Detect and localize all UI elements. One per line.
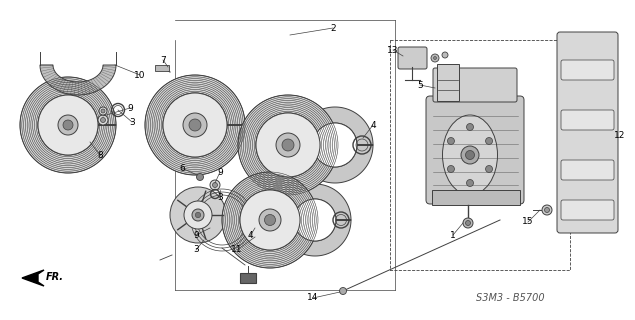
Text: S3M3 - B5700: S3M3 - B5700 xyxy=(476,293,544,303)
FancyBboxPatch shape xyxy=(432,190,520,205)
Circle shape xyxy=(58,115,78,135)
Circle shape xyxy=(183,113,207,137)
Circle shape xyxy=(486,165,493,172)
Text: 1: 1 xyxy=(450,230,456,239)
Circle shape xyxy=(294,199,336,241)
Circle shape xyxy=(467,180,474,187)
Polygon shape xyxy=(40,65,116,95)
Circle shape xyxy=(38,95,98,155)
Circle shape xyxy=(192,209,204,221)
Circle shape xyxy=(213,182,218,188)
Polygon shape xyxy=(279,184,351,256)
Text: 2: 2 xyxy=(330,23,336,33)
Text: 4: 4 xyxy=(370,121,376,130)
Circle shape xyxy=(461,146,479,164)
Circle shape xyxy=(434,57,436,60)
FancyBboxPatch shape xyxy=(155,65,169,71)
Polygon shape xyxy=(222,172,318,268)
Circle shape xyxy=(431,54,439,62)
Text: 10: 10 xyxy=(134,70,146,79)
FancyBboxPatch shape xyxy=(437,64,459,101)
Circle shape xyxy=(163,93,227,157)
Circle shape xyxy=(276,133,300,157)
Circle shape xyxy=(282,139,294,151)
FancyBboxPatch shape xyxy=(433,68,517,102)
Circle shape xyxy=(463,218,473,228)
FancyBboxPatch shape xyxy=(240,273,256,283)
Circle shape xyxy=(313,123,357,167)
Circle shape xyxy=(240,190,300,250)
Text: 3: 3 xyxy=(193,245,199,254)
Circle shape xyxy=(465,220,471,226)
Circle shape xyxy=(442,52,448,58)
Polygon shape xyxy=(297,107,373,183)
Circle shape xyxy=(196,173,203,180)
Circle shape xyxy=(544,207,549,212)
Text: 9: 9 xyxy=(127,103,133,113)
Circle shape xyxy=(467,124,474,131)
FancyBboxPatch shape xyxy=(426,96,524,204)
Text: 7: 7 xyxy=(160,55,166,65)
Text: 3: 3 xyxy=(217,194,223,203)
Text: 6: 6 xyxy=(179,164,185,172)
Polygon shape xyxy=(145,75,245,175)
Text: 14: 14 xyxy=(307,293,319,302)
Circle shape xyxy=(98,115,108,125)
Circle shape xyxy=(265,214,276,226)
Circle shape xyxy=(256,113,320,177)
Text: 9: 9 xyxy=(217,167,223,177)
Polygon shape xyxy=(22,270,44,286)
Circle shape xyxy=(170,187,226,243)
Circle shape xyxy=(340,287,347,294)
Text: 8: 8 xyxy=(97,150,103,159)
Circle shape xyxy=(542,205,552,215)
Circle shape xyxy=(184,201,212,229)
Circle shape xyxy=(101,109,105,113)
Ellipse shape xyxy=(443,115,497,195)
Text: FR.: FR. xyxy=(46,272,64,282)
Circle shape xyxy=(63,120,73,130)
FancyBboxPatch shape xyxy=(561,160,614,180)
Circle shape xyxy=(196,212,201,218)
Circle shape xyxy=(100,117,105,123)
Circle shape xyxy=(259,209,281,231)
Circle shape xyxy=(465,150,474,159)
Circle shape xyxy=(448,138,455,145)
Text: 15: 15 xyxy=(522,218,534,227)
Text: 4: 4 xyxy=(247,231,253,241)
Polygon shape xyxy=(238,95,338,195)
Circle shape xyxy=(99,107,107,115)
FancyBboxPatch shape xyxy=(557,32,618,233)
Text: 11: 11 xyxy=(231,245,243,254)
FancyBboxPatch shape xyxy=(561,110,614,130)
FancyBboxPatch shape xyxy=(561,200,614,220)
Circle shape xyxy=(486,138,493,145)
Circle shape xyxy=(189,119,201,131)
Circle shape xyxy=(210,180,220,190)
Circle shape xyxy=(448,165,455,172)
Text: 13: 13 xyxy=(387,45,399,54)
Text: 9: 9 xyxy=(193,230,199,239)
Text: 3: 3 xyxy=(129,117,135,126)
Text: 12: 12 xyxy=(614,131,625,140)
Polygon shape xyxy=(20,77,116,173)
Text: 5: 5 xyxy=(417,81,423,90)
FancyBboxPatch shape xyxy=(398,47,427,69)
FancyBboxPatch shape xyxy=(561,60,614,80)
